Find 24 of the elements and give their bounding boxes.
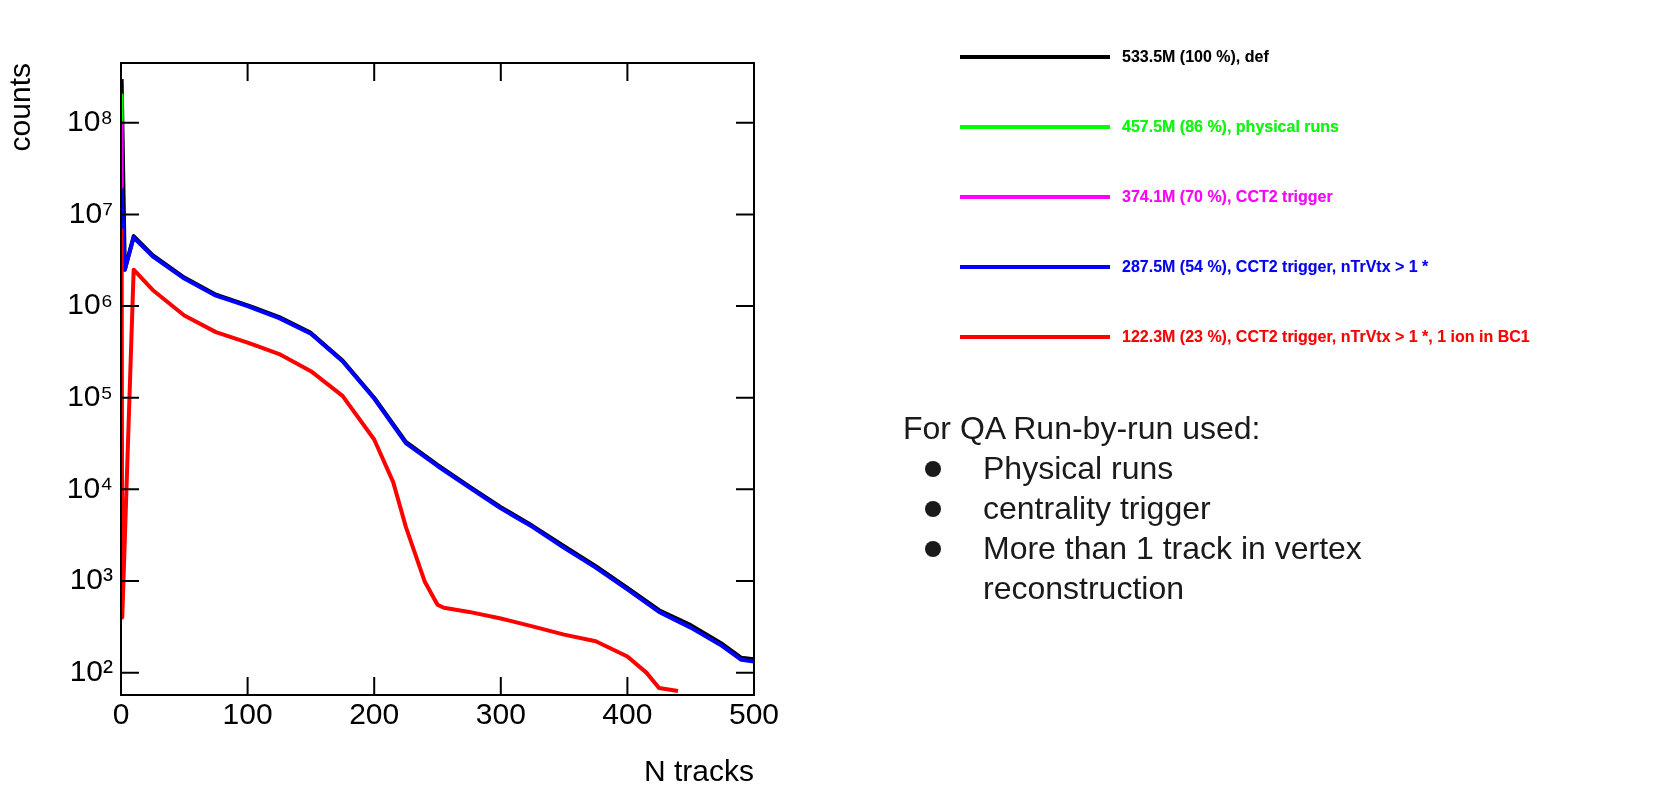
y-tick-label: 10² [69,653,114,687]
text: 122.3M (23 %), CCT2 trigger, nTrVtx > 1 *, 1 ion in BC1 [1122,328,1530,346]
text: For QA Run-by-run used: [903,409,1262,448]
text: 287.5M (54 %), CCT2 trigger, nTrVtx > 1 * [1122,258,1429,276]
y-tick-label: 10⁶ [67,287,113,321]
x-tick-label: 300 [475,697,526,731]
y-tick-label: 10⁵ [67,379,113,413]
text: 533.5M (100 %), def [1122,48,1269,66]
y-tick-label: 10³ [69,562,114,596]
text: More than 1 track in vertex reconstruction [983,530,1362,606]
x-axis-title: N tracks [643,754,754,788]
text: 374.1M (70 %), CCT2 trigger [1122,188,1333,206]
x-tick-label: 0 [112,697,130,731]
y-axis-title: counts [3,63,37,152]
y-tick-label: 10⁴ [66,470,113,504]
x-tick-label: 200 [349,697,400,731]
text: Physical runs [983,450,1174,486]
text: 457.5M (86 %), physical runs [1122,118,1339,136]
text: centrality trigger [983,490,1211,526]
y-tick-label: 10⁸ [66,104,113,138]
x-tick-label: 400 [602,697,653,731]
x-tick-label: 100 [222,697,273,731]
x-tick-label: 500 [728,697,780,731]
y-tick-label: 10⁷ [68,195,113,229]
